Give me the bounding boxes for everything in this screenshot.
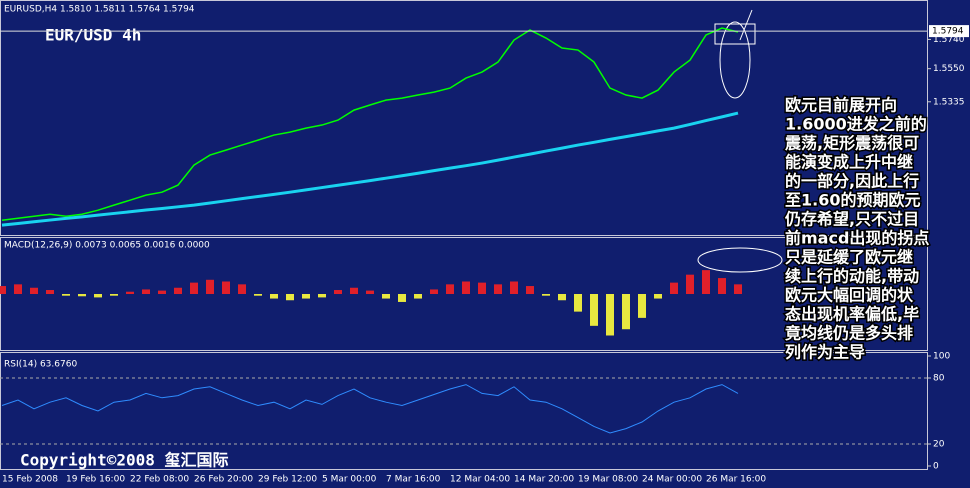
y-tick-label: 100 [933, 352, 950, 362]
x-tick-label: 24 Mar 00:00 [642, 475, 702, 485]
y-tick-label: 1.5740 [933, 35, 965, 45]
macd-bar [350, 287, 358, 294]
x-tick-label: 14 Mar 20:00 [514, 475, 574, 485]
x-tick-label: 12 Mar 04:00 [450, 475, 510, 485]
macd-header: MACD(12,26,9) 0.0073 0.0065 0.0016 0.000… [4, 241, 210, 251]
y-tick-label: 80 [933, 374, 945, 384]
annotation-line: 1.6000进发之前的 [785, 115, 927, 134]
macd-bar [302, 294, 310, 299]
macd-bar [30, 287, 38, 294]
macd-bar [686, 274, 694, 294]
rsi-line [1, 384, 739, 434]
macd-bar [126, 291, 134, 294]
macd-bar [62, 294, 70, 296]
arrow [739, 9, 753, 41]
highlight-ellipse [719, 21, 751, 99]
macd-bar [110, 294, 118, 296]
macd-bar [718, 278, 726, 294]
macd-bar [254, 294, 262, 296]
macd-bar [78, 294, 86, 297]
x-tick-label: 19 Mar 08:00 [578, 475, 638, 485]
macd-bar [334, 290, 342, 294]
macd-bar [190, 282, 198, 294]
macd-bar [494, 284, 502, 294]
x-tick-label: 22 Feb 08:00 [130, 475, 189, 485]
macd-bar [622, 294, 630, 330]
macd-bar [590, 294, 598, 326]
macd-bar [702, 270, 710, 294]
macd-bar [94, 294, 102, 298]
macd-bar [286, 294, 294, 301]
price-line [1, 111, 739, 227]
copyright: Copyright©2008 玺汇国际 [20, 451, 229, 470]
macd-bar [14, 284, 22, 294]
macd-bar [574, 294, 582, 312]
x-tick-label: 26 Feb 20:00 [194, 475, 253, 485]
macd-bar [158, 290, 166, 294]
macd-bar [206, 279, 214, 294]
y-tick-label: 1.5335 [933, 97, 965, 107]
macd-bar [238, 284, 246, 294]
macd-bar [0, 286, 6, 294]
x-tick-label: 15 Feb 2008 [2, 475, 58, 485]
x-tick-label: 5 Mar 00:00 [322, 475, 377, 485]
rsi-header: RSI(14) 63.6760 [4, 360, 77, 370]
macd-bar [270, 294, 278, 299]
range-box [714, 23, 756, 45]
macd-bar [510, 281, 518, 294]
annotation-line: 前macd出现的拐点 [785, 229, 929, 248]
chart-title: EUR/USD 4h [45, 26, 141, 45]
annotation-line: 的一部分,因此上行 [785, 172, 919, 191]
x-tick-label: 7 Mar 16:00 [386, 475, 441, 485]
last-price-label: 1.5794 [932, 27, 964, 37]
annotation-line: 欧元大幅回调的状 [785, 286, 914, 305]
annotation-line: 震荡,矩形震荡很可 [784, 134, 919, 153]
y-tick-label: 1.5550 [933, 64, 965, 74]
macd-bar [558, 294, 566, 301]
annotation-line: 续上行的动能,带动 [785, 267, 919, 286]
macd-bar [542, 294, 550, 296]
price-line [1, 27, 739, 221]
macd-bar [462, 281, 470, 294]
macd-bar [526, 286, 534, 294]
macd-bar [638, 294, 646, 318]
highlight-ellipse [697, 247, 783, 273]
macd-bar [670, 282, 678, 294]
macd-bar [654, 294, 662, 299]
macd-bar [222, 281, 230, 294]
price-header: EURUSD,H4 1.5810 1.5811 1.5764 1.5794 [4, 5, 195, 15]
annotation-line: 列作为主导 [785, 343, 865, 362]
macd-bar [430, 289, 438, 294]
macd-bar [734, 284, 742, 294]
annotation-line: 只是延缓了欧元继 [785, 248, 913, 267]
macd-bar [398, 294, 406, 302]
macd-bar [318, 294, 326, 298]
x-tick-label: 29 Feb 12:00 [258, 475, 317, 485]
macd-bar [382, 294, 390, 299]
macd-bar [174, 287, 182, 294]
x-tick-label: 19 Feb 16:00 [66, 475, 125, 485]
y-tick-label: 0 [933, 462, 939, 472]
annotation-line: 仍存希望,只不过目 [784, 210, 919, 229]
x-tick-label: 26 Mar 16:00 [706, 475, 766, 485]
macd-bar [142, 289, 150, 294]
annotation-line: 能演变成上升中继 [785, 153, 913, 172]
macd-bar [478, 282, 486, 294]
macd-bar [414, 294, 422, 299]
macd-bar [366, 290, 374, 294]
annotation-line: 态出现机率偏低,毕 [785, 305, 919, 324]
annotation-line: 至1.60的预期欧元 [785, 191, 920, 210]
annotation-line: 欧元目前展开向 [785, 96, 897, 115]
macd-bar [446, 284, 454, 294]
last-price-box [929, 25, 969, 38]
y-tick-label: 20 [933, 440, 945, 450]
macd-bar [46, 290, 54, 294]
annotation-line: 竟均线仍是多头排 [785, 324, 913, 343]
macd-bar [606, 294, 614, 336]
